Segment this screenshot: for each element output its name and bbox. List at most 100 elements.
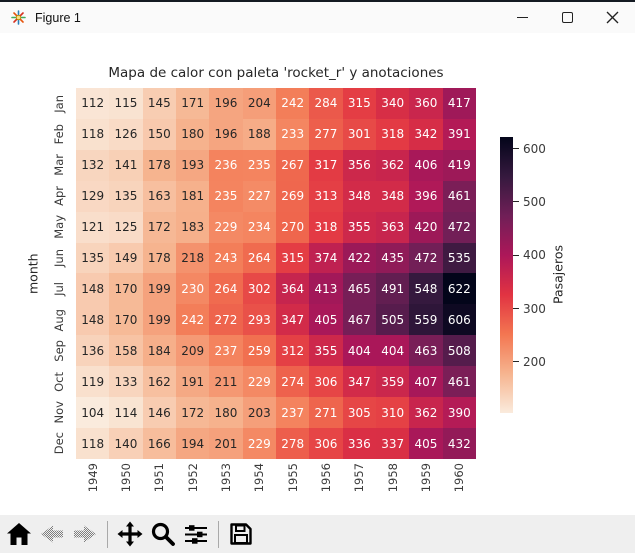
heatmap-cell-Jun-1951: 178 <box>142 242 176 274</box>
heatmap-cell-May-1959: 420 <box>409 211 443 243</box>
colorbar-tick-label-500: 500 <box>523 195 546 209</box>
heatmap-cell-Aug-1950: 170 <box>109 304 143 336</box>
heatmap-cell-Sep-1953: 237 <box>209 335 243 367</box>
ytick-Feb: Feb <box>52 124 66 145</box>
heatmap-cell-Apr-1952: 181 <box>175 180 210 212</box>
heatmap-cell-Jan-1958: 340 <box>375 88 410 119</box>
heatmap-cell-Jul-1953: 264 <box>209 273 243 305</box>
heatmap-cell-Jan-1950: 115 <box>109 88 143 119</box>
heatmap-cell-Jul-1957: 465 <box>342 273 376 305</box>
heatmap-cell-Dec-1957: 336 <box>342 428 376 459</box>
close-button[interactable] <box>590 2 635 33</box>
heatmap-cell-Dec-1958: 337 <box>375 428 410 459</box>
heatmap-cell-Apr-1949: 129 <box>76 180 110 212</box>
configure-subplots-button[interactable] <box>182 519 210 549</box>
window-titlebar: Figure 1 <box>0 2 635 33</box>
heatmap-cell-Oct-1955: 274 <box>275 366 310 398</box>
ytick-Jan: Jan <box>52 94 66 113</box>
heatmap-cell-Mar-1952: 193 <box>175 149 210 181</box>
heatmap-cell-Jul-1960: 622 <box>442 273 476 305</box>
heatmap-cell-Aug-1953: 272 <box>209 304 243 336</box>
window-controls <box>500 2 635 33</box>
heatmap-cell-Sep-1949: 136 <box>76 335 110 367</box>
heatmap-cell-Nov-1959: 362 <box>409 397 443 429</box>
heatmap-cell-Nov-1957: 305 <box>342 397 376 429</box>
heatmap-cell-Oct-1949: 119 <box>76 366 110 398</box>
heatmap-cell-May-1960: 472 <box>442 211 476 243</box>
heatmap-cell-Nov-1958: 310 <box>375 397 410 429</box>
pan-button[interactable] <box>116 519 144 549</box>
y-axis-tick-labels: Jan Feb Mar Apr May Jun Jul Aug Sep Oct Nov Dec <box>48 88 70 459</box>
heatmap-cell-Nov-1954: 203 <box>242 397 276 429</box>
ytick-Jul: Jul <box>52 282 66 296</box>
maximize-button[interactable] <box>545 2 590 33</box>
heatmap-cell-Aug-1955: 347 <box>275 304 310 336</box>
close-icon <box>606 11 619 24</box>
heatmap-cell-Mar-1957: 356 <box>342 149 376 181</box>
heatmap-cell-Jan-1953: 196 <box>209 88 243 119</box>
heatmap-cell-Dec-1955: 278 <box>275 428 310 459</box>
matplotlib-app-icon <box>11 10 26 25</box>
heatmap-cell-Jun-1956: 374 <box>309 242 343 274</box>
heatmap-cell-Aug-1949: 148 <box>76 304 110 336</box>
heatmap-cell-Feb-1959: 342 <box>409 118 443 150</box>
heatmap-cell-Dec-1952: 194 <box>175 428 210 459</box>
heatmap-cell-Oct-1960: 461 <box>442 366 476 398</box>
heatmap-cell-Feb-1949: 118 <box>76 118 110 150</box>
heatmap-cell-Nov-1951: 146 <box>142 397 176 429</box>
forward-button[interactable] <box>71 519 99 549</box>
heatmap-cell-Oct-1959: 407 <box>409 366 443 398</box>
heatmap-cell-Oct-1951: 162 <box>142 366 176 398</box>
xtick-1955: 1955 <box>285 463 300 493</box>
heatmap-cell-Sep-1957: 404 <box>342 335 376 367</box>
pan-icon <box>117 521 143 547</box>
heatmap-cell-May-1954: 234 <box>242 211 276 243</box>
heatmap-cell-Oct-1952: 191 <box>175 366 210 398</box>
heatmap-cell-Sep-1955: 312 <box>275 335 310 367</box>
heatmap-cell-Sep-1959: 463 <box>409 335 443 367</box>
heatmap-cell-Mar-1955: 267 <box>275 149 310 181</box>
colorbar-tick-mark-200 <box>513 361 519 363</box>
save-icon <box>230 523 252 545</box>
heatmap-cell-Jun-1953: 243 <box>209 242 243 274</box>
heatmap-cell-Nov-1950: 114 <box>109 397 143 429</box>
save-button[interactable] <box>227 519 255 549</box>
heatmap-cell-Jan-1951: 145 <box>142 88 176 119</box>
heatmap-cell-Jul-1955: 364 <box>275 273 310 305</box>
heatmap-cell-Sep-1958: 404 <box>375 335 410 367</box>
heatmap-cell-Jun-1950: 149 <box>109 242 143 274</box>
minimize-icon <box>517 17 528 18</box>
heatmap-cell-Mar-1958: 362 <box>375 149 410 181</box>
zoom-button[interactable] <box>149 519 177 549</box>
xtick-1957: 1957 <box>352 463 367 493</box>
heatmap-cell-Apr-1955: 269 <box>275 180 310 212</box>
minimize-button[interactable] <box>500 2 545 33</box>
heatmap-cell-Nov-1956: 271 <box>309 397 343 429</box>
heatmap-cell-May-1953: 229 <box>209 211 243 243</box>
back-arrow-icon <box>41 525 63 543</box>
ytick-Sep: Sep <box>52 339 66 362</box>
heatmap-cell-Jan-1956: 284 <box>309 88 343 119</box>
heatmap-cell-Oct-1954: 229 <box>242 366 276 398</box>
matplotlib-toolbar <box>0 515 635 553</box>
figure-canvas: Mapa de calor con paleta 'rocket_r' y an… <box>0 33 635 515</box>
heatmap-cell-Jul-1954: 302 <box>242 273 276 305</box>
heatmap-cell-Sep-1954: 259 <box>242 335 276 367</box>
heatmap-cell-Dec-1954: 229 <box>242 428 276 459</box>
heatmap-cell-Feb-1955: 233 <box>275 118 310 150</box>
colorbar-tick-mark-600 <box>513 147 519 149</box>
colorbar-tick-mark-400 <box>513 254 519 256</box>
home-button[interactable] <box>5 519 33 549</box>
heatmap-cell-May-1951: 172 <box>142 211 176 243</box>
colorbar-tick-label-400: 400 <box>523 248 546 263</box>
heatmap-cell-Aug-1960: 606 <box>442 304 476 336</box>
chart-title: Mapa de calor con paleta 'rocket_r' y an… <box>108 65 444 81</box>
heatmap-cell-Mar-1956: 317 <box>309 149 343 181</box>
ytick-Jun: Jun <box>52 249 66 268</box>
heatmap-cell-Jan-1954: 204 <box>242 88 276 119</box>
toolbar-separator <box>107 520 108 548</box>
heatmap-cell-Jan-1960: 417 <box>442 88 476 119</box>
back-button[interactable] <box>38 519 66 549</box>
colorbar-tick-label-300: 300 <box>523 301 546 316</box>
heatmap-cell-May-1952: 183 <box>175 211 210 243</box>
